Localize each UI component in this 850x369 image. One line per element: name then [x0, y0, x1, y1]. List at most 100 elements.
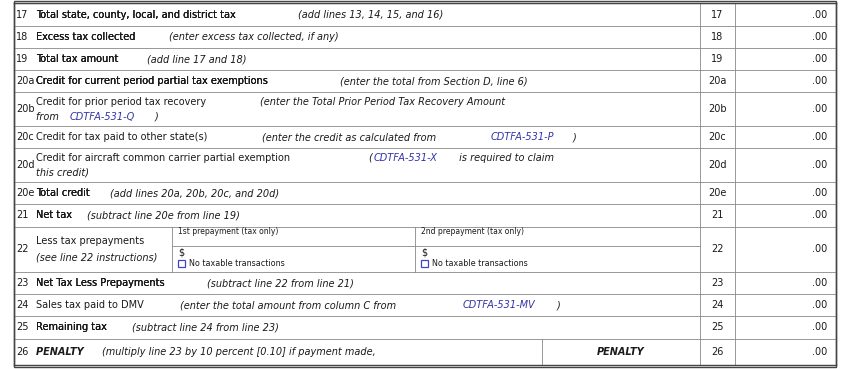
- Text: .00: .00: [812, 54, 827, 64]
- Text: 2nd prepayment (tax only): 2nd prepayment (tax only): [421, 227, 524, 237]
- Text: Net Tax Less Prepayments: Net Tax Less Prepayments: [37, 278, 168, 288]
- Text: 20b: 20b: [708, 104, 727, 114]
- Text: 20e: 20e: [16, 188, 34, 198]
- Text: from: from: [37, 112, 63, 122]
- Text: .00: .00: [812, 32, 827, 42]
- Text: 20c: 20c: [709, 132, 727, 142]
- Text: Net tax: Net tax: [37, 210, 76, 220]
- Text: Excess tax collected: Excess tax collected: [37, 32, 139, 42]
- Text: Excess tax collected: Excess tax collected: [37, 32, 139, 42]
- Text: Net Tax Less Prepayments (subtract line 22 from line 21): Net Tax Less Prepayments (subtract line …: [37, 278, 316, 288]
- Text: Less tax prepayments: Less tax prepayments: [37, 236, 144, 246]
- Text: .00: .00: [812, 10, 827, 20]
- Text: (enter excess tax collected, if any): (enter excess tax collected, if any): [169, 32, 338, 42]
- Text: 19: 19: [16, 54, 28, 64]
- Text: .00: .00: [812, 244, 827, 254]
- Text: 21: 21: [711, 210, 723, 220]
- Text: Total credit: Total credit: [37, 188, 94, 198]
- Text: Total credit: Total credit: [37, 188, 94, 198]
- Text: No taxable transactions: No taxable transactions: [190, 259, 285, 268]
- Text: .00: .00: [812, 160, 827, 170]
- Text: ): ): [556, 300, 560, 310]
- Text: 24: 24: [16, 300, 28, 310]
- Text: (subtract line 24 from line 23): (subtract line 24 from line 23): [132, 323, 279, 332]
- Text: CDTFA-531-P: CDTFA-531-P: [490, 132, 554, 142]
- Text: Total state, county, local, and district tax: Total state, county, local, and district…: [37, 10, 240, 20]
- Text: Net tax (subtract line 20e from line 19): Net tax (subtract line 20e from line 19): [37, 210, 229, 220]
- Text: 23: 23: [711, 278, 723, 288]
- Text: (: (: [368, 153, 372, 163]
- Text: Remaining tax: Remaining tax: [37, 323, 110, 332]
- Text: CDTFA-531-MV: CDTFA-531-MV: [462, 300, 536, 310]
- Text: this credit): this credit): [37, 168, 89, 177]
- Text: 24: 24: [711, 300, 723, 310]
- Text: .00: .00: [812, 300, 827, 310]
- Text: 23: 23: [16, 278, 28, 288]
- Text: .00: .00: [812, 188, 827, 198]
- Text: Total credit: Total credit: [37, 188, 94, 198]
- Text: Net Tax Less Prepayments: Net Tax Less Prepayments: [37, 278, 168, 288]
- Text: 25: 25: [16, 323, 29, 332]
- Text: 22: 22: [711, 244, 723, 254]
- Text: Total tax amount: Total tax amount: [37, 54, 122, 64]
- Text: (enter the total amount from column C from: (enter the total amount from column C fr…: [179, 300, 399, 310]
- Text: .00: .00: [812, 278, 827, 288]
- Text: ): ): [154, 112, 158, 122]
- Bar: [421, 260, 428, 268]
- Text: Credit for current period partial tax exemptions: Credit for current period partial tax ex…: [37, 76, 271, 86]
- Text: (enter the total from Section D, line 6): (enter the total from Section D, line 6): [340, 76, 527, 86]
- Text: Total tax amount (add line 17 and 18): Total tax amount (add line 17 and 18): [37, 54, 222, 64]
- Text: CDTFA-531-Q: CDTFA-531-Q: [70, 112, 135, 122]
- Text: (add lines 20a, 20b, 20c, and 20d): (add lines 20a, 20b, 20c, and 20d): [110, 188, 279, 198]
- Text: .00: .00: [812, 132, 827, 142]
- FancyBboxPatch shape: [14, 1, 836, 367]
- Text: (subtract line 22 from line 21): (subtract line 22 from line 21): [207, 278, 354, 288]
- Text: .00: .00: [812, 210, 827, 220]
- Text: 26: 26: [711, 346, 723, 356]
- Text: (enter the Total Prior Period Tax Recovery Amount: (enter the Total Prior Period Tax Recove…: [260, 97, 505, 107]
- Text: No taxable transactions: No taxable transactions: [432, 259, 528, 268]
- Text: Net Tax Less Prepayments: Net Tax Less Prepayments: [37, 278, 168, 288]
- Text: 17: 17: [16, 10, 28, 20]
- Text: (multiply line 23 by 10 percent [0.10] if payment made,: (multiply line 23 by 10 percent [0.10] i…: [102, 346, 376, 356]
- Text: 18: 18: [16, 32, 28, 42]
- Text: 20d: 20d: [708, 160, 727, 170]
- Text: $: $: [178, 248, 184, 258]
- Text: .00: .00: [812, 76, 827, 86]
- Text: 20a: 20a: [16, 76, 34, 86]
- Text: Net tax: Net tax: [37, 210, 76, 220]
- Text: .00: .00: [812, 323, 827, 332]
- Text: Total state, county, local, and district tax: Total state, county, local, and district…: [37, 10, 240, 20]
- Text: is required to claim: is required to claim: [456, 153, 553, 163]
- Text: Total credit (add lines 20a, 20b, 20c, and 20d): Total credit (add lines 20a, 20b, 20c, a…: [37, 188, 264, 198]
- Text: 25: 25: [711, 323, 723, 332]
- Text: .00: .00: [812, 104, 827, 114]
- Text: 26: 26: [16, 346, 28, 356]
- Text: Credit for prior period tax recovery: Credit for prior period tax recovery: [37, 97, 210, 107]
- Text: 1st prepayment (tax only): 1st prepayment (tax only): [178, 227, 278, 237]
- Text: CDTFA-531-X: CDTFA-531-X: [373, 153, 437, 163]
- Text: (see line 22 instructions): (see line 22 instructions): [37, 252, 158, 262]
- Text: Excess tax collected (enter excess tax collected, if any): Excess tax collected (enter excess tax c…: [37, 32, 309, 42]
- Text: 20c: 20c: [16, 132, 34, 142]
- Text: ): ): [572, 132, 576, 142]
- Text: 20b: 20b: [16, 104, 35, 114]
- Text: PENALTY: PENALTY: [37, 346, 88, 356]
- Text: 19: 19: [711, 54, 723, 64]
- Text: Total state, county, local, and district tax: Total state, county, local, and district…: [37, 10, 240, 20]
- Text: Credit for current period partial tax exemptions (enter the total from Section D: Credit for current period partial tax ex…: [37, 76, 461, 86]
- Text: PENALTY: PENALTY: [598, 346, 645, 356]
- Text: 22: 22: [16, 244, 29, 254]
- Text: 20a: 20a: [708, 76, 727, 86]
- Text: Excess tax collected: Excess tax collected: [37, 32, 139, 42]
- Text: Sales tax paid to DMV: Sales tax paid to DMV: [37, 300, 147, 310]
- Text: 17: 17: [711, 10, 723, 20]
- Text: (add lines 13, 14, 15, and 16): (add lines 13, 14, 15, and 16): [298, 10, 444, 20]
- Text: Credit for aircraft common carrier partial exemption: Credit for aircraft common carrier parti…: [37, 153, 294, 163]
- Text: Net tax: Net tax: [37, 210, 76, 220]
- Text: Remaining tax: Remaining tax: [37, 323, 110, 332]
- Text: 20e: 20e: [708, 188, 727, 198]
- Text: Remaining tax (subtract line 24 from line 23): Remaining tax (subtract line 24 from lin…: [37, 323, 258, 332]
- Text: Credit for current period partial tax exemptions: Credit for current period partial tax ex…: [37, 76, 271, 86]
- Text: Total tax amount: Total tax amount: [37, 54, 122, 64]
